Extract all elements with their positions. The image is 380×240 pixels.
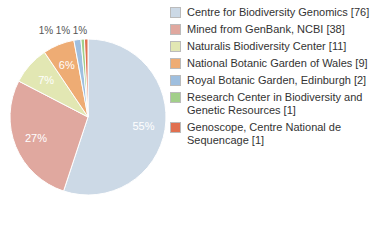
svg-text:55%: 55% [132, 120, 154, 132]
svg-text:1%: 1% [39, 25, 54, 36]
html-text:Naturalis Biodiversity Center: Naturalis Biodiversity Center [11] [187, 40, 347, 52]
svg-text:7%: 7% [38, 74, 54, 86]
svg-text:1%: 1% [56, 25, 71, 36]
html-text:Royal Botanic Garden, Edinburg: Royal Botanic Garden, Edinburgh [2] [187, 74, 367, 86]
html-text:Centre for Biodiversity Genomi: Centre for Biodiversity Genomics [76] [187, 6, 370, 18]
html-text:Genoscope, Centre National de: Genoscope, Centre National de Sequencage… [187, 121, 342, 146]
html-text:National Botanic Garden of Wal: National Botanic Garden of Wales [9] [187, 57, 368, 69]
html-text:Mined from GenBank, NCBI [38]: Mined from GenBank, NCBI [38] [187, 23, 345, 35]
svg-text:6%: 6% [59, 59, 75, 71]
svg-text:1%: 1% [73, 25, 88, 36]
svg-text:27%: 27% [25, 132, 47, 144]
html-text:Research Center in Biodiversit: Research Center in Biodiversity and Gene… [187, 91, 363, 116]
